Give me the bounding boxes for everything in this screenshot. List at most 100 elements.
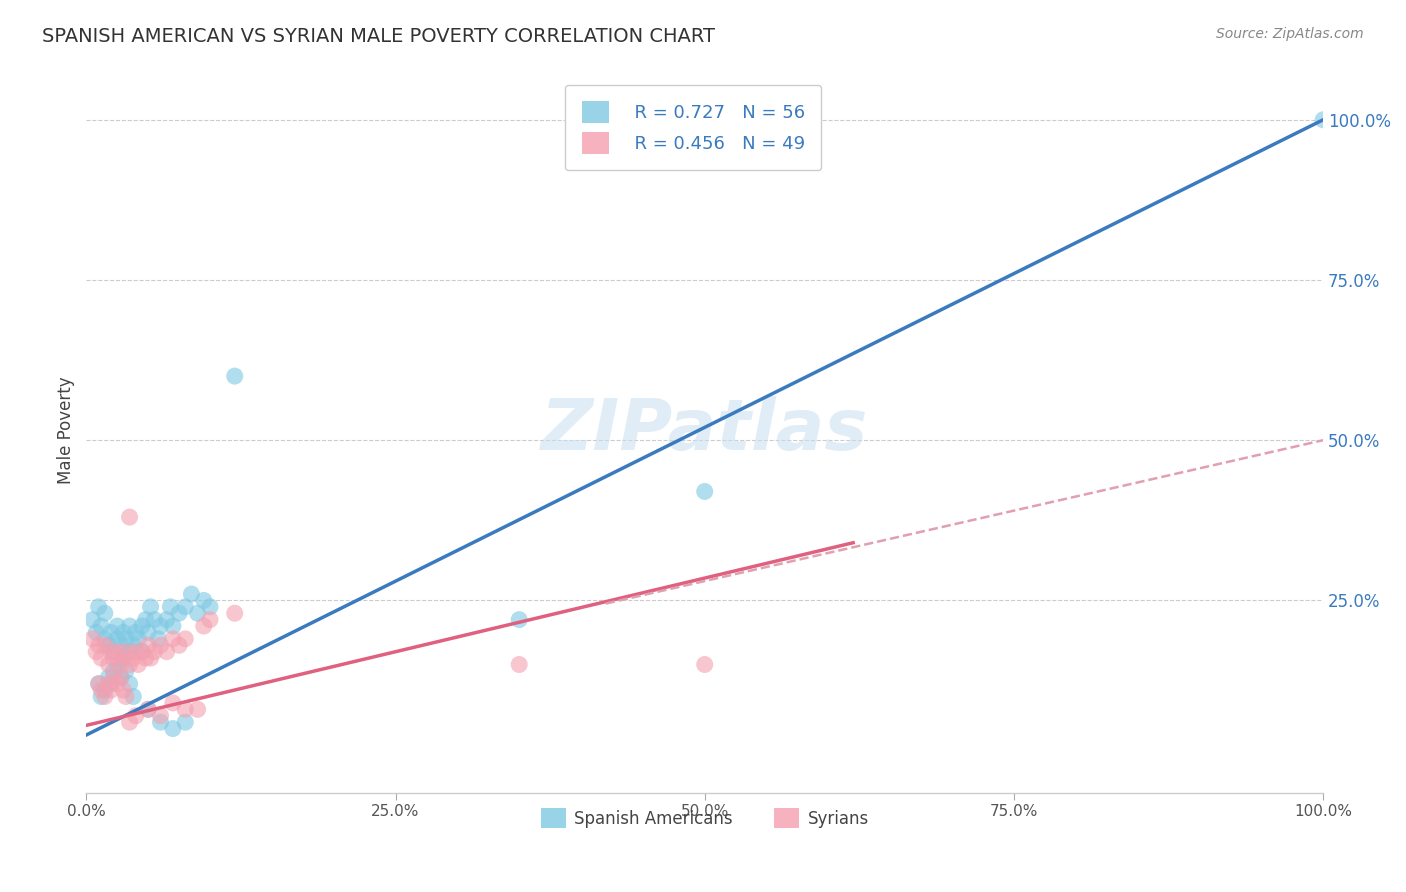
Point <box>90 683 112 698</box>
Point <box>103 645 125 659</box>
Point <box>180 587 202 601</box>
Point <box>115 645 138 659</box>
Point <box>105 632 128 646</box>
Point <box>90 619 112 633</box>
Point <box>94 683 117 698</box>
Point <box>90 651 112 665</box>
Point <box>84 645 107 659</box>
Legend: Spanish Americans, Syrians: Spanish Americans, Syrians <box>534 801 876 835</box>
Point <box>125 708 148 723</box>
Point <box>82 632 104 646</box>
Point <box>162 722 184 736</box>
Point <box>162 632 184 646</box>
Point <box>143 645 166 659</box>
Point <box>131 645 153 659</box>
Point <box>149 638 172 652</box>
Point <box>97 670 120 684</box>
Point <box>167 638 190 652</box>
Point <box>156 645 179 659</box>
Point <box>110 670 132 684</box>
Point <box>118 619 141 633</box>
Point <box>118 645 141 659</box>
Point <box>105 657 128 672</box>
Point <box>146 632 169 646</box>
Point <box>159 599 181 614</box>
Point <box>139 599 162 614</box>
Point <box>224 606 246 620</box>
Point <box>198 613 221 627</box>
Point <box>105 645 128 659</box>
Point <box>162 696 184 710</box>
Point <box>174 702 197 716</box>
Point <box>131 619 153 633</box>
Point <box>149 619 172 633</box>
Y-axis label: Male Poverty: Male Poverty <box>58 376 75 484</box>
Text: Source: ZipAtlas.com: Source: ZipAtlas.com <box>1216 27 1364 41</box>
Point <box>508 613 530 627</box>
Point <box>193 593 215 607</box>
Point <box>136 702 159 716</box>
Point <box>84 625 107 640</box>
Point <box>105 619 128 633</box>
Point <box>693 484 716 499</box>
Point <box>87 676 110 690</box>
Point <box>100 645 122 659</box>
Point <box>118 657 141 672</box>
Point <box>87 676 110 690</box>
Point <box>115 632 138 646</box>
Point <box>149 715 172 730</box>
Point <box>135 651 157 665</box>
Point <box>103 670 125 684</box>
Point <box>118 510 141 524</box>
Point <box>94 638 117 652</box>
Point <box>87 638 110 652</box>
Point <box>97 657 120 672</box>
Point <box>224 369 246 384</box>
Point <box>693 657 716 672</box>
Point <box>105 676 128 690</box>
Point <box>103 651 125 665</box>
Point <box>174 599 197 614</box>
Point <box>87 599 110 614</box>
Point <box>127 632 149 646</box>
Point <box>156 613 179 627</box>
Point <box>125 645 148 659</box>
Point <box>100 676 122 690</box>
Point <box>103 664 125 678</box>
Point <box>97 638 120 652</box>
Point <box>94 690 117 704</box>
Point <box>115 664 138 678</box>
Point <box>187 702 209 716</box>
Point <box>136 625 159 640</box>
Point <box>97 676 120 690</box>
Point <box>136 702 159 716</box>
Point <box>112 651 135 665</box>
Point <box>94 606 117 620</box>
Point <box>122 690 145 704</box>
Point <box>122 638 145 652</box>
Point <box>82 613 104 627</box>
Point <box>115 690 138 704</box>
Point <box>112 651 135 665</box>
Point <box>135 613 157 627</box>
Point <box>127 657 149 672</box>
Point <box>508 657 530 672</box>
Point <box>162 619 184 633</box>
Point <box>143 613 166 627</box>
Point <box>125 625 148 640</box>
Point <box>139 651 162 665</box>
Point <box>100 625 122 640</box>
Point <box>94 632 117 646</box>
Point <box>118 676 141 690</box>
Point <box>90 690 112 704</box>
Point <box>100 683 122 698</box>
Point <box>136 638 159 652</box>
Point <box>187 606 209 620</box>
Point <box>112 683 135 698</box>
Point <box>110 670 132 684</box>
Point <box>167 606 190 620</box>
Point <box>174 632 197 646</box>
Point <box>118 715 141 730</box>
Text: SPANISH AMERICAN VS SYRIAN MALE POVERTY CORRELATION CHART: SPANISH AMERICAN VS SYRIAN MALE POVERTY … <box>42 27 716 45</box>
Point <box>198 599 221 614</box>
